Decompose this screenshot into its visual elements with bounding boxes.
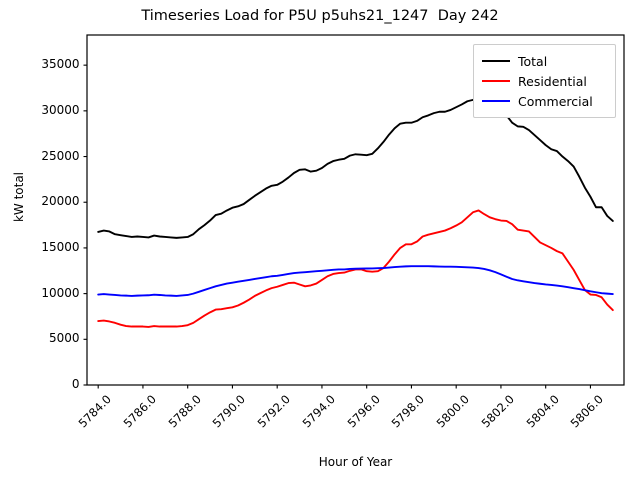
plot-border	[86, 34, 625, 386]
y-tick-label: 25000	[41, 148, 80, 163]
y-tick-label: 10000	[41, 285, 80, 300]
legend-item: Commercial	[482, 91, 607, 111]
legend-label: Commercial	[518, 93, 593, 109]
page-title: Timeseries Load for P5U p5uhs21_1247 Day…	[141, 8, 499, 24]
legend-item: Total	[482, 51, 607, 71]
y-tick-label: 35000	[41, 57, 80, 72]
y-tick-label: 15000	[41, 239, 80, 254]
x-axis-label: Hour of Year	[318, 455, 393, 469]
legend-line-swatch	[482, 80, 510, 82]
series-layer	[97, 98, 614, 328]
legend-line-swatch	[482, 60, 510, 62]
y-tick-label: 5000	[48, 331, 80, 346]
y-tick-label: 0	[71, 377, 80, 391]
legend-label: Total	[518, 53, 548, 69]
legend-line-swatch	[482, 100, 510, 102]
legend-item: Residential	[482, 71, 607, 91]
series-line-total	[97, 98, 614, 239]
chart-legend: Total Residential Commercial	[473, 44, 616, 118]
series-line-commercial	[97, 265, 614, 297]
y-tick-label: 30000	[41, 102, 80, 117]
y-tick-label: 20000	[41, 194, 80, 209]
legend-label: Residential	[518, 73, 587, 89]
